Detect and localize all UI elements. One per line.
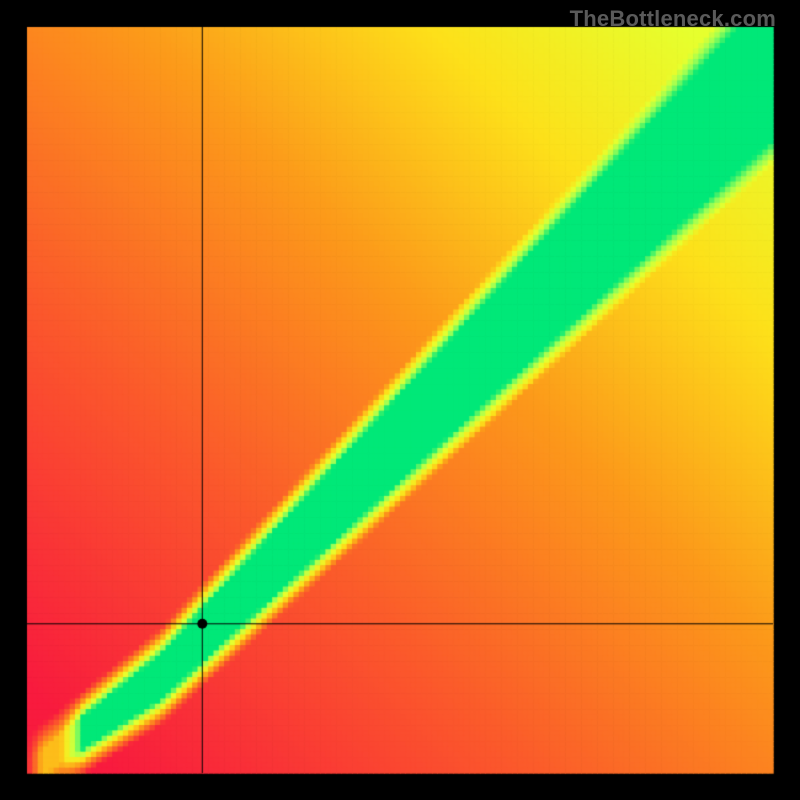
bottleneck-heatmap [0,0,800,800]
watermark-text: TheBottleneck.com [570,6,776,32]
